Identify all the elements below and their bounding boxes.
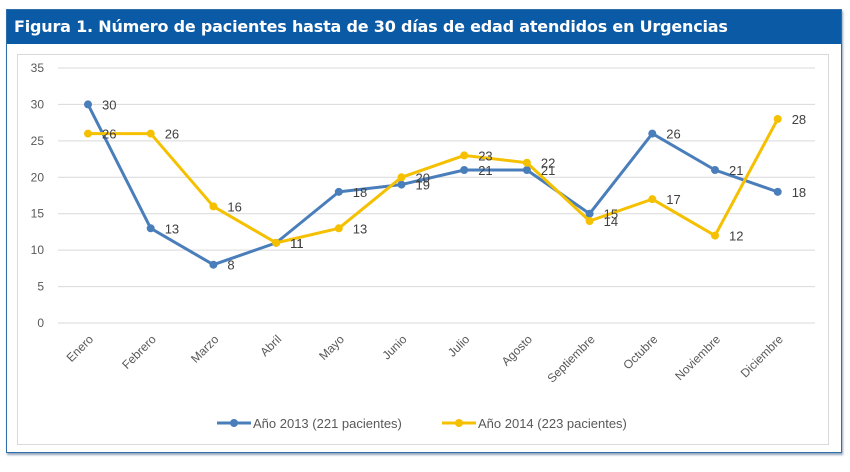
data-point [146,224,155,233]
x-tick-label: Agosto [499,332,536,369]
data-point [272,238,281,247]
y-tick-label: 10 [31,243,45,257]
y-tick-label: 20 [31,170,45,184]
data-point [585,217,594,225]
series-line [86,103,779,267]
data-point [209,202,218,211]
x-tick-label: Febrero [119,332,159,372]
gridlines [58,67,815,324]
data-label: 26 [102,127,116,142]
data-label: 13 [353,221,367,236]
data-point [84,100,92,109]
x-axis-ticks: Enero Febrero Marzo Abril Mayo Junio Julio Agos… [64,332,786,386]
y-tick-label: 0 [37,316,44,330]
data-point [773,187,782,196]
figure-title: Figura 1. Número de pacientes hasta de 3… [7,10,841,44]
data-label: 20 [416,170,430,185]
data-label: 21 [541,163,555,178]
data-point [397,173,406,182]
data-point [84,129,92,138]
legend-item-2013: Año 2013 (221 pacientes) [217,416,402,431]
data-label: 11 [290,236,304,251]
series [84,100,782,269]
data-label: 8 [227,258,234,273]
data-label: 21 [478,163,492,178]
data-label: 17 [666,192,680,207]
data-point [460,166,469,174]
data-label: 18 [792,185,806,200]
data-point [522,166,531,174]
data-label: 14 [604,214,618,229]
data-point [522,158,531,167]
y-tick-label: 25 [31,134,45,148]
legend-label: Año 2014 (223 pacientes) [478,416,627,431]
legend: Año 2013 (221 pacientes) Año 2014 (223 pa… [217,416,627,431]
chart-area [17,54,829,445]
figure-frame: Figura 1. Número de pacientes hasta de 3… [6,9,842,453]
data-point [711,231,719,240]
y-axis-ticks: 0 5 10 15 20 25 30 35 [31,61,45,330]
x-tick-label: Noviembre [672,332,723,383]
data-point [209,260,218,269]
y-tick-label: 35 [31,61,45,75]
legend-swatch-marker [455,419,463,427]
data-point [585,209,594,218]
x-tick-label: Diciembre [738,332,786,380]
data-label: 15 [604,207,618,222]
x-tick-label: Mayo [316,332,347,363]
x-tick-label: Junio [379,332,409,362]
x-tick-label: Septiembre [544,332,598,386]
data-point [648,129,657,138]
data-label: 26 [165,127,179,142]
data-point [334,224,343,233]
y-tick-label: 5 [37,280,44,294]
data-label: 12 [729,229,743,244]
data-label: 23 [478,148,492,163]
x-tick-label: Enero [64,332,97,365]
x-tick-label: Julio [445,332,473,360]
data-label: 16 [227,199,241,214]
data-point [773,115,782,123]
x-tick-label: Octubre [620,332,660,372]
data-label: 13 [165,221,179,236]
series-line [88,118,780,245]
data-label: 11 [290,236,304,251]
data-point [648,195,657,204]
data-label: 30 [102,97,116,112]
data-label: 19 [416,178,430,193]
data-point [711,166,719,174]
y-tick-label: 30 [31,97,45,111]
data-point [397,180,406,189]
x-tick-label: Abril [257,332,284,359]
data-label: 28 [792,112,806,127]
y-tick-label: 15 [31,207,45,221]
data-point [146,129,155,138]
data-point [460,151,469,160]
legend-swatch-marker [230,419,238,427]
series-2014 [84,115,782,247]
data-point [334,187,343,196]
x-tick-label: Marzo [188,332,222,366]
data-label: 26 [666,127,680,142]
data-label: 18 [353,185,367,200]
legend-label: Año 2013 (221 pacientes) [253,416,402,431]
data-label: 22 [541,156,555,171]
data-label: 21 [729,163,743,178]
legend-item-2014: Año 2014 (223 pacientes) [442,416,627,431]
